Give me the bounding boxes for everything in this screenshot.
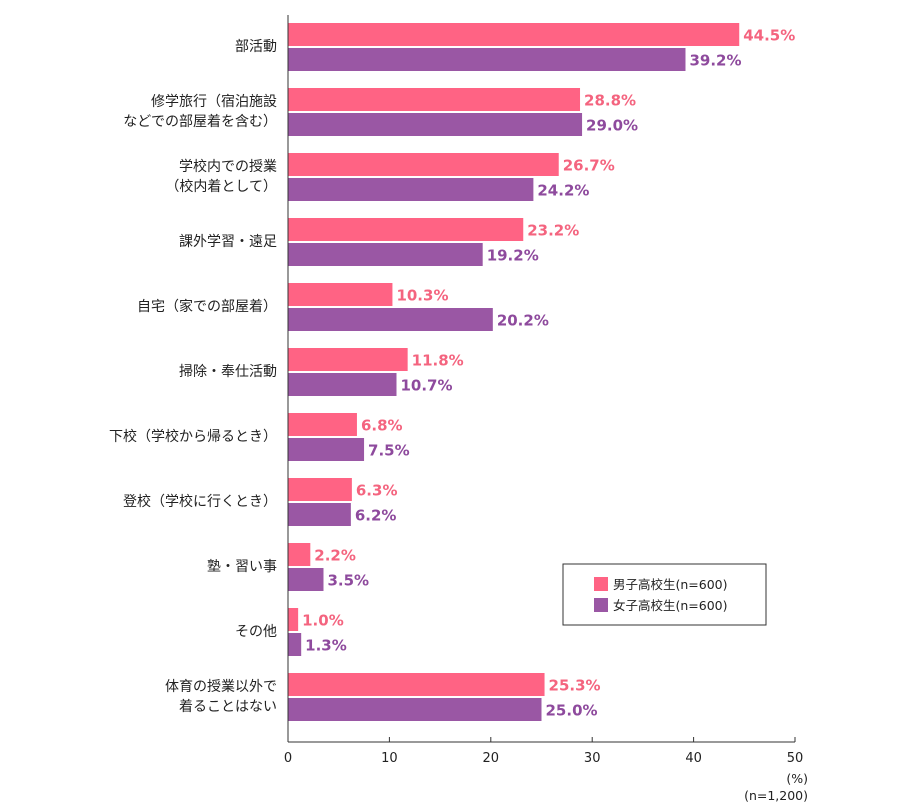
legend: 男子高校生(n=600) 女子高校生(n=600)	[562, 563, 767, 626]
x-tick-label: 10	[381, 751, 398, 766]
bar-girls	[288, 178, 534, 201]
sample-size-note: (n=1,200)	[744, 788, 808, 803]
bar-boys	[288, 88, 581, 111]
value-label-girls: 19.2%	[487, 247, 539, 265]
value-label-boys: 10.3%	[396, 287, 448, 305]
x-tick-label: 0	[284, 751, 292, 766]
bar-girls	[288, 48, 686, 71]
value-label-boys: 1.0%	[302, 612, 344, 630]
category-label: 体育の授業以外で	[165, 679, 277, 695]
value-label-girls: 10.7%	[400, 377, 452, 395]
value-label-girls: 29.0%	[586, 117, 638, 135]
bar-boys	[288, 608, 299, 631]
value-label-boys: 28.8%	[584, 92, 636, 110]
value-label-girls: 7.5%	[368, 442, 410, 460]
category-label: 学校内での授業	[179, 158, 277, 175]
legend-box	[562, 563, 767, 626]
value-label-girls: 20.2%	[497, 312, 549, 330]
bar-girls	[288, 373, 397, 396]
legend-label-girls: 女子高校生(n=600)	[613, 598, 728, 613]
category-label: 下校（学校から帰るとき）	[109, 428, 277, 445]
bar-girls	[288, 113, 583, 136]
category-label: 部活動	[235, 39, 277, 55]
axes-group: 0 10 20 30 40 50	[284, 15, 803, 766]
bar-girls	[288, 503, 351, 526]
value-label-boys: 11.8%	[412, 352, 464, 370]
bar-boys	[288, 673, 545, 696]
x-tick-label: 20	[483, 751, 500, 766]
x-tick-label: 40	[685, 751, 702, 766]
category-label: などでの部屋着を含む）	[123, 114, 277, 130]
x-tick-label: 50	[787, 751, 804, 766]
bar-boys	[288, 283, 393, 306]
value-label-girls: 39.2%	[689, 52, 741, 70]
category-label: 課外学習・遠足	[179, 234, 277, 250]
bar-girls	[288, 243, 483, 266]
bar-boys	[288, 23, 740, 46]
category-label: 自宅（家での部屋着）	[137, 298, 277, 315]
category-label: 塾・習い事	[207, 559, 277, 575]
legend-swatch-boys	[594, 577, 608, 591]
bar-boys	[288, 153, 559, 176]
category-label: 登校（学校に行くとき）	[123, 493, 277, 510]
bar-girls	[288, 698, 542, 721]
bar-boys	[288, 478, 352, 501]
category-label: その他	[235, 624, 277, 640]
value-label-boys: 44.5%	[743, 27, 795, 45]
bar-boys	[288, 218, 524, 241]
bar-girls	[288, 633, 302, 656]
bar-boys	[288, 413, 357, 436]
category-label: 掃除・奉仕活動	[179, 363, 277, 380]
value-label-girls: 6.2%	[355, 507, 397, 525]
unit-label: (%)	[786, 771, 808, 786]
bar-girls	[288, 438, 365, 461]
bar-girls	[288, 568, 324, 591]
value-label-girls: 25.0%	[546, 702, 598, 720]
value-label-boys: 2.2%	[314, 547, 356, 565]
category-label: 着ることはない	[179, 699, 277, 715]
legend-label-boys: 男子高校生(n=600)	[613, 577, 728, 592]
value-label-boys: 6.8%	[361, 417, 403, 435]
legend-swatch-girls	[594, 598, 608, 612]
category-label: （校内着として）	[165, 178, 277, 195]
x-tick-label: 30	[584, 751, 601, 766]
bar-girls	[288, 308, 493, 331]
value-label-boys: 25.3%	[549, 677, 601, 695]
bar-boys	[288, 348, 408, 371]
value-label-girls: 3.5%	[327, 572, 369, 590]
value-label-boys: 23.2%	[527, 222, 579, 240]
value-label-girls: 24.2%	[537, 182, 589, 200]
value-label-boys: 26.7%	[563, 157, 615, 175]
bars-group: 44.5%39.2% 28.8% 29.0% 26.7% 24.2% 23.2% 19.2%…	[288, 23, 795, 721]
value-label-girls: 1.3%	[305, 637, 347, 655]
bar-boys	[288, 543, 311, 566]
category-label: 修学旅行（宿泊施設	[151, 93, 277, 110]
value-label-boys: 6.3%	[356, 482, 398, 500]
